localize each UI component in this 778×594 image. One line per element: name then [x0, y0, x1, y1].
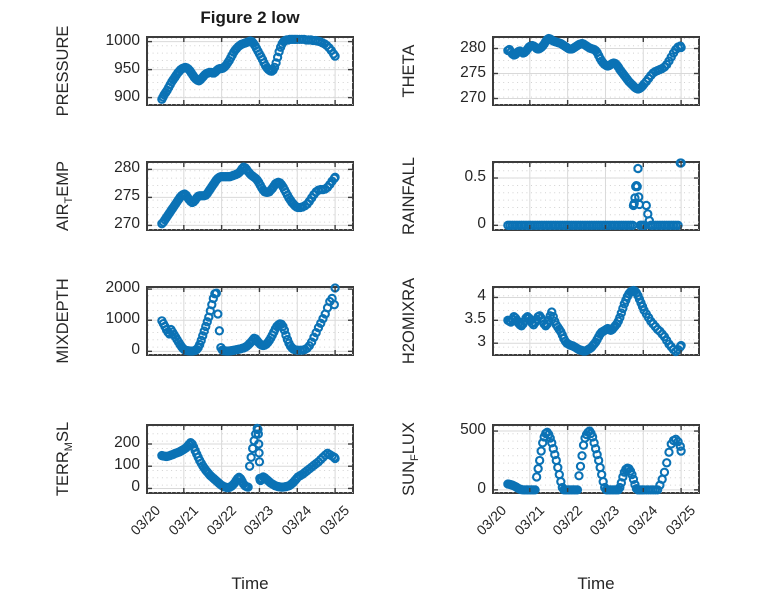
ylabel-terr_msl: TERRMSL	[54, 421, 75, 497]
ytick-label: 280	[460, 38, 486, 56]
ytick-label: 270	[460, 88, 486, 106]
data-series-rainfall	[503, 158, 686, 230]
ytick-label: 280	[114, 159, 140, 177]
xtick-label: 03/21	[511, 502, 548, 539]
ytick-label: 270	[114, 215, 140, 233]
ytick-label: 0	[131, 341, 140, 359]
plot-area-h2omixra	[492, 285, 700, 357]
xtick-label: 03/21	[165, 502, 202, 539]
tick-marks	[148, 426, 352, 492]
tick-marks	[148, 288, 352, 354]
ytick-label: 1000	[105, 31, 140, 49]
plot-svg-pressure	[148, 34, 353, 105]
tick-marks	[494, 163, 698, 229]
minor-grid	[148, 426, 353, 493]
minor-grid	[494, 163, 699, 230]
ytick-label: 2000	[105, 279, 140, 297]
tick-marks	[494, 38, 698, 104]
xtick-label: 03/25	[662, 502, 699, 539]
tick-marks	[148, 38, 352, 104]
ylabel-pressure: PRESSURE	[54, 25, 72, 117]
data-series-pressure	[157, 34, 340, 104]
plot-area-sun_flux	[492, 424, 700, 495]
tick-marks	[494, 288, 698, 354]
plot-svg-mixdepth	[148, 283, 353, 356]
plot-svg-h2omixra	[494, 285, 699, 357]
ytick-label: 275	[460, 63, 486, 81]
ytick-label: 100	[114, 456, 140, 474]
data-series-mixdepth	[157, 283, 340, 356]
data-series-air_temp	[157, 162, 340, 229]
plot-area-theta	[492, 33, 700, 106]
ytick-label: 0	[477, 479, 486, 497]
data-series-terr_msl	[157, 423, 340, 493]
data-series-h2omixra	[503, 285, 686, 357]
ytick-label: 0	[131, 478, 140, 496]
tick-marks	[148, 163, 352, 229]
plot-area-terr_msl	[146, 423, 354, 494]
xlabel-sun_flux: Time	[577, 574, 615, 593]
plot-svg-theta	[494, 33, 699, 105]
major-grid	[494, 163, 698, 229]
plot-svg-air_temp	[148, 162, 353, 230]
xlabel-terr_msl: Time	[231, 574, 269, 593]
ytick-label: 0.5	[464, 168, 486, 186]
plot-area-mixdepth	[146, 283, 354, 356]
ytick-label: 200	[114, 434, 140, 451]
ylabel-air_temp: AIRTEMP	[54, 160, 75, 232]
xtick-label: 03/20	[473, 502, 510, 539]
plot-svg-terr_msl	[148, 423, 353, 493]
ylabel-theta: THETA	[400, 44, 418, 98]
xtick-label: 03/25	[316, 502, 353, 539]
ytick-label: 500	[460, 421, 486, 439]
ytick-label: 0	[477, 215, 486, 233]
ylabel-h2omixra: H2OMIXRA	[400, 277, 418, 365]
ytick-label: 950	[114, 59, 140, 77]
ytick-label: 900	[114, 87, 140, 105]
ytick-label: 1000	[105, 310, 140, 328]
plot-area-air_temp	[146, 161, 354, 231]
plot-svg-rainfall	[494, 158, 699, 230]
data-series-sun_flux	[503, 426, 686, 495]
ytick-label: 3	[477, 333, 486, 351]
tick-marks	[494, 426, 698, 492]
ytick-label: 4	[477, 287, 486, 305]
xtick-label: 03/20	[127, 502, 164, 539]
ytick-label: 3.5	[464, 310, 486, 328]
ylabel-rainfall: RAINFALL	[400, 157, 418, 235]
plot-svg-sun_flux	[494, 426, 699, 495]
ylabel-mixdepth: MIXDEPTH	[54, 278, 72, 364]
ytick-label: 275	[114, 187, 140, 205]
plot-area-pressure	[146, 34, 354, 106]
ylabel-sun_flux: SUNFLUX	[400, 422, 421, 496]
data-series-theta	[503, 33, 686, 94]
plot-area-rainfall	[492, 158, 700, 231]
figure-title: Figure 2 low	[200, 8, 300, 27]
